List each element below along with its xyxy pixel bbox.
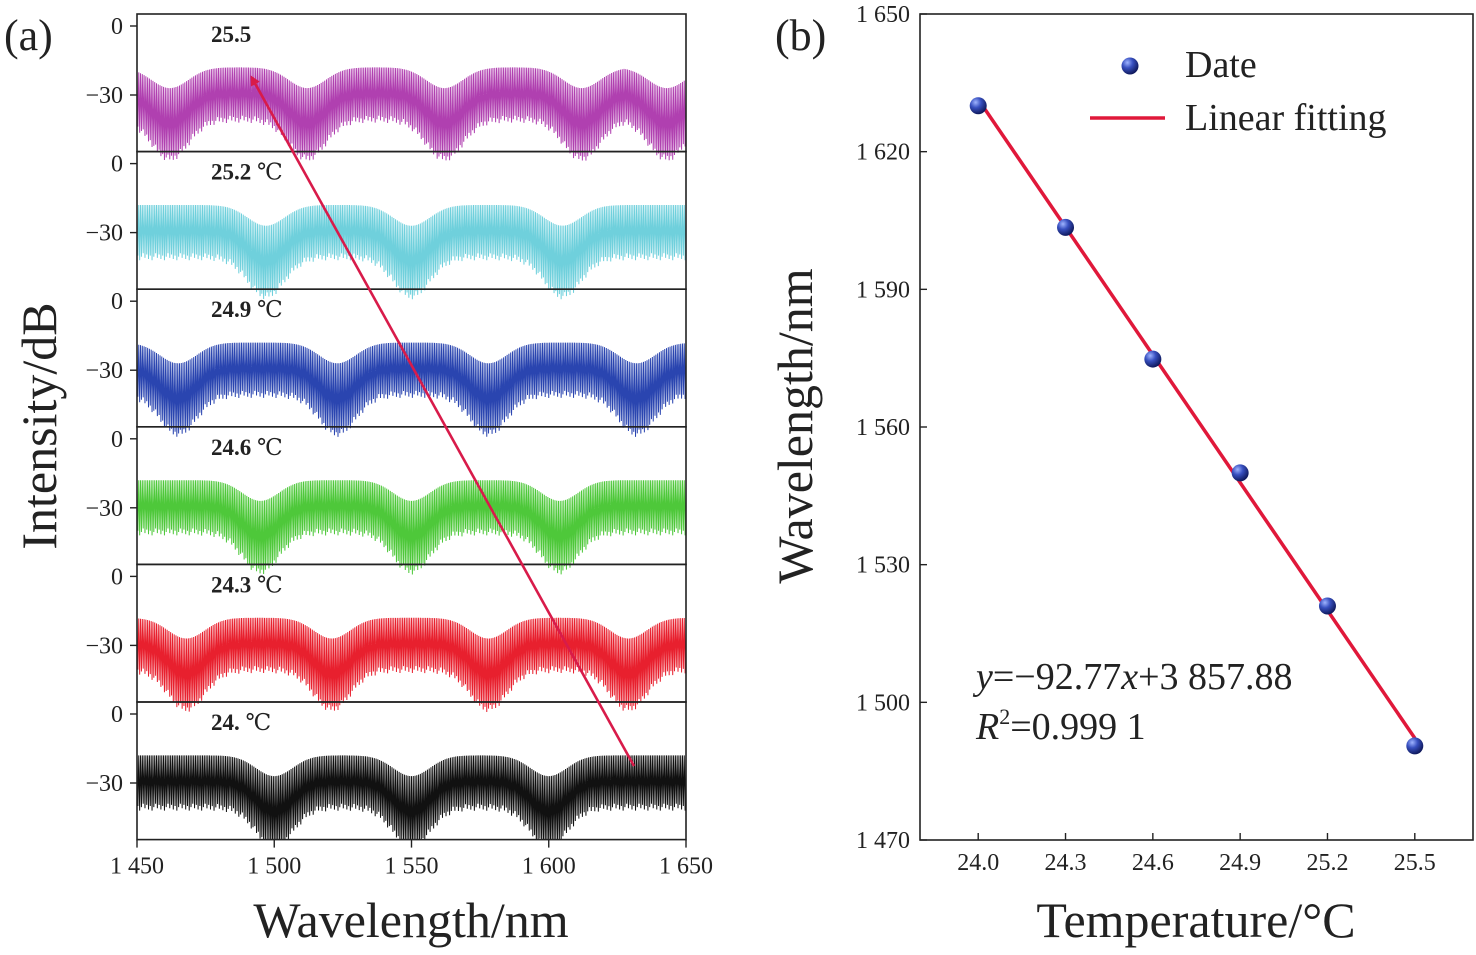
data-point [1231,464,1249,482]
temperature-label: 24.3 ℃ [211,572,283,597]
fit-equation: y=−92.77x+3 857.88 R2=0.999 1 [972,656,1293,748]
y-tick-label: 1 560 [856,415,910,441]
y-tick-label: 1 650 [856,2,910,28]
y-tick-label: 1 500 [856,690,910,716]
panel-a-x-ticks: 1 450 1 500 1 550 1 600 1 650 [110,839,713,880]
panel-b-legend: Date Linear fitting [1090,44,1387,139]
equation-line-2: R2=0.999 1 [975,704,1146,748]
x-tick-label: 1 450 [110,854,164,880]
x-tick-label: 1 650 [659,854,713,880]
legend-line-label: Linear fitting [1185,97,1387,139]
panel-b-y-axis-title: Wavelength/nm [767,268,823,583]
y-tick-label: 1 620 [856,140,910,166]
legend-points-label: Date [1185,44,1257,86]
spectrum-trace [137,480,686,575]
y-tick-label: −30 [85,221,123,247]
panel-b-label: (b) [775,11,826,60]
temperature-label: 24.6 ℃ [211,435,283,460]
y-tick-label: −30 [85,358,123,384]
temperature-label: 24. ℃ [211,710,271,735]
x-tick-label: 24.6 [1132,850,1174,876]
y-tick-label: 1 590 [856,277,910,303]
y-tick-label: −30 [85,83,123,109]
y-tick-label: 1 530 [856,553,910,579]
y-tick-label: −30 [85,496,123,522]
panel-b-data-points [969,97,1424,755]
x-tick-label: 1 550 [385,854,439,880]
panel-b-x-axis-title: Temperature/°C [1036,892,1355,948]
spectrum-trace [137,342,686,437]
data-point [969,97,987,115]
temperature-label: 25.2 ℃ [211,160,283,185]
panel-a-temperature-labels: 25.5 25.2 ℃ 24.9 ℃ 24.6 ℃ 24.3 ℃ 24. ℃ [211,22,283,735]
y-tick-label: 0 [111,14,123,40]
panel-b-x-ticks: 24.0 24.3 24.6 24.9 25.2 25.5 [957,833,1436,876]
data-point [1318,597,1336,615]
panel-a-y-tick-labels: 0 −30 0 −30 0 −30 0 −30 0 −30 0 −30 [85,14,123,797]
spectrum-trace [137,617,686,712]
y-tick-label: 0 [111,702,123,728]
data-point [1406,737,1424,755]
panel-a-label: (a) [4,11,53,60]
y-tick-label: 0 [111,564,123,590]
y-tick-label: 1 470 [856,828,910,854]
y-tick-label: 0 [111,427,123,453]
wavelength-shift-arrow [250,75,636,767]
temperature-label: 24.9 ℃ [211,297,283,322]
y-tick-label: −30 [85,633,123,659]
panel-b: (b) Wavelength/nm Temperature/°C 1 4701 … [767,2,1474,948]
x-tick-label: 1 600 [522,854,576,880]
temperature-label: 25.5 [211,22,251,47]
spectrum-trace [137,67,686,161]
x-tick-label: 25.5 [1394,850,1436,876]
x-tick-label: 1 500 [247,854,301,880]
panel-a: (a) Intensity/dB Wavelength/nm 0−300−300… [4,11,713,948]
panel-a-y-axis-title: Intensity/dB [11,302,67,549]
spectrum-trace [137,204,686,300]
panel-b-y-ticks: 1 470 1 500 1 530 1 560 1 590 1 620 1 650 [856,2,927,854]
x-tick-label: 25.2 [1306,850,1348,876]
spectrum-trace [137,755,686,839]
data-point [1057,218,1075,236]
panel-a-traces [137,67,686,839]
x-tick-label: 24.0 [957,850,999,876]
y-tick-label: −30 [85,771,123,797]
x-tick-label: 24.3 [1045,850,1087,876]
panel-a-frames [130,13,687,841]
x-tick-label: 24.9 [1219,850,1261,876]
panel-a-x-axis-title: Wavelength/nm [253,892,568,948]
y-tick-label: 0 [111,152,123,178]
data-point [1144,350,1162,368]
equation-line-1: y=−92.77x+3 857.88 [972,656,1293,698]
y-tick-label: 0 [111,289,123,315]
linear-fit-line [976,98,1417,740]
legend-point-marker [1121,57,1139,75]
